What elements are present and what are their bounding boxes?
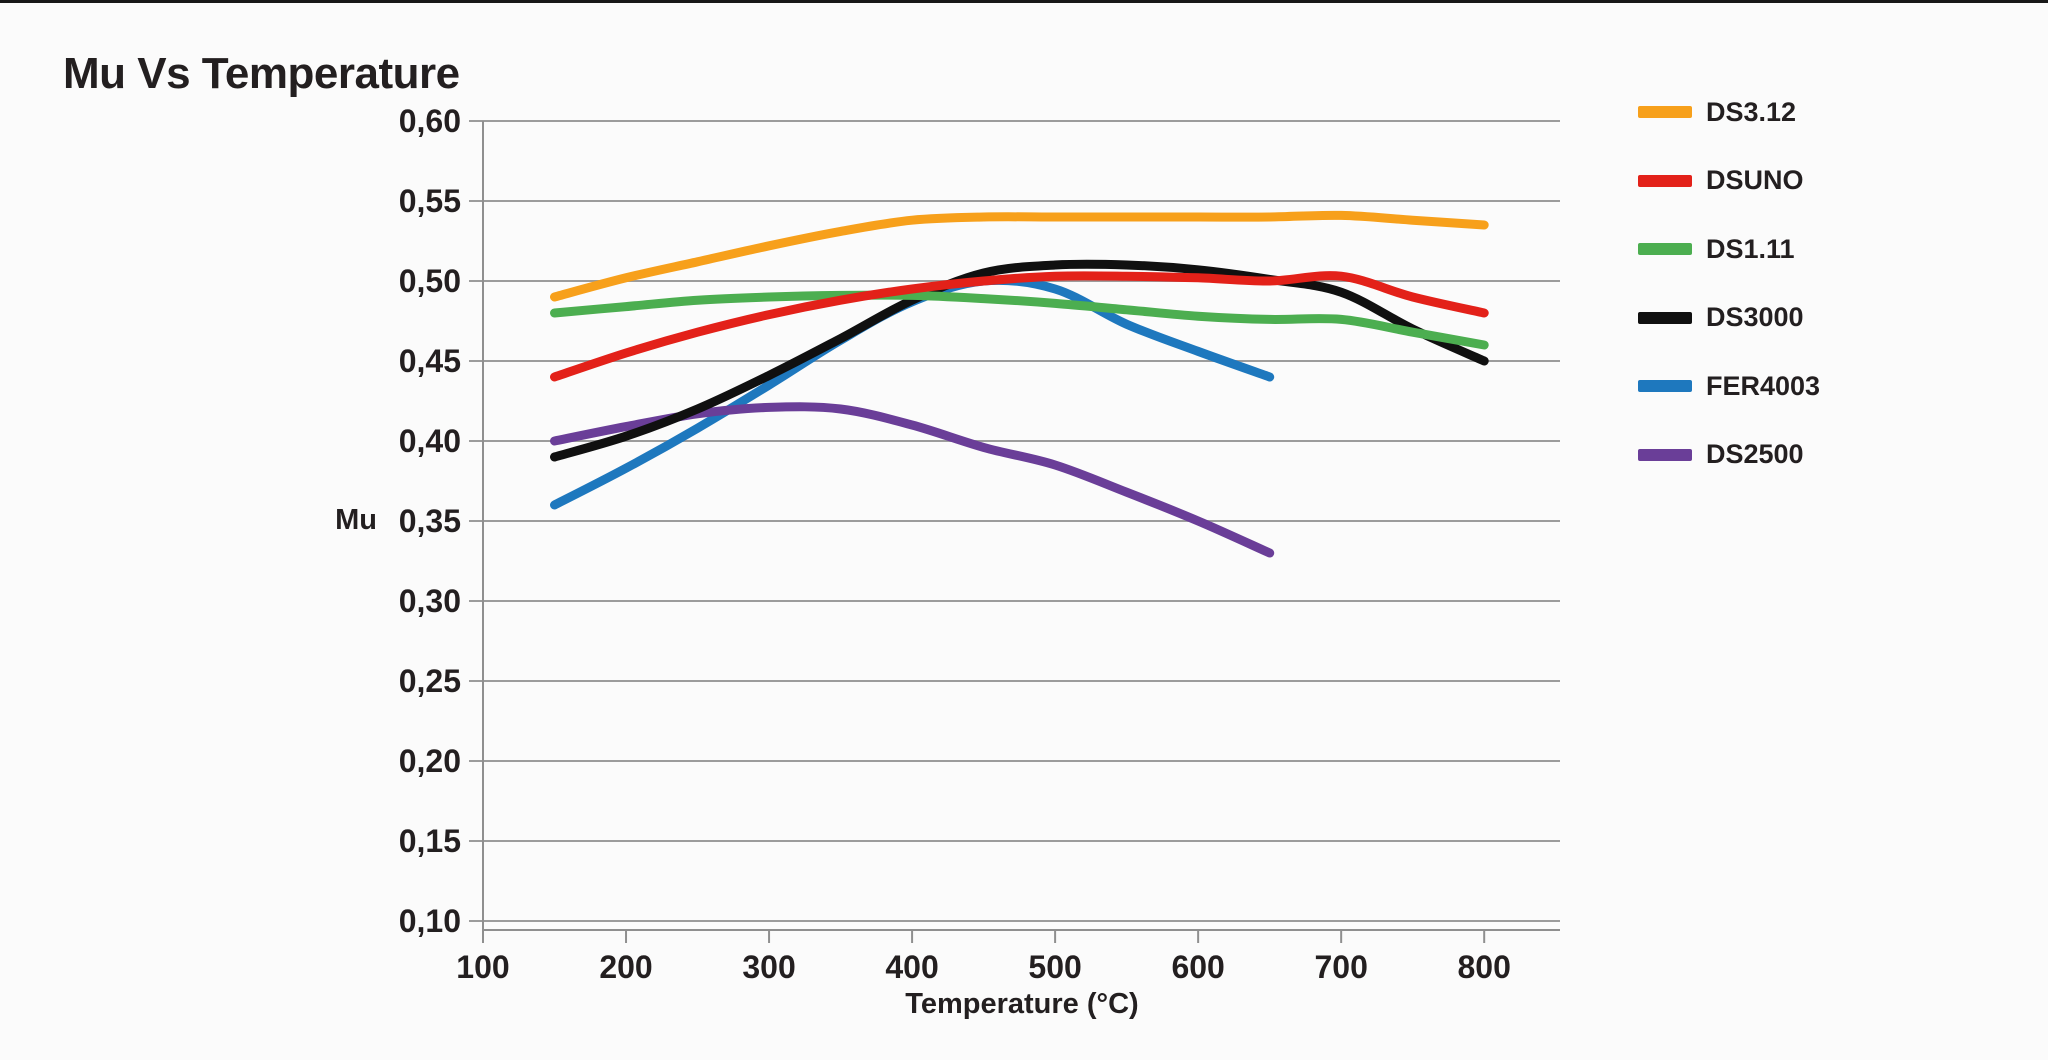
chart-title: Mu Vs Temperature [63,49,460,99]
y-tick-label: 0,30 [399,583,461,619]
y-tick-label: 0,55 [399,183,461,219]
legend-swatch [1638,106,1692,118]
legend-item-dsuno: DSUNO [1638,165,1978,197]
legend-swatch [1638,380,1692,392]
x-tick-label: 400 [885,949,938,985]
x-tick-label: 200 [599,949,652,985]
y-tick-label: 0,15 [399,823,461,859]
legend: DS3.12 DSUNO DS1.11 DS3000 FER4003 DS2500 [1638,96,1978,507]
legend-item-ds3000: DS3000 [1638,302,1978,334]
y-tick-label: 0,25 [399,663,461,699]
x-tick-label: 600 [1171,949,1224,985]
y-tick-label: 0,40 [399,423,461,459]
x-tick-label: 800 [1457,949,1510,985]
series-line-ds111 [550,290,1489,350]
legend-swatch [1638,311,1692,324]
x-tick-label: 300 [742,949,795,985]
legend-item-ds2500: DS2500 [1638,439,1978,471]
legend-swatch [1638,448,1692,461]
y-axis-title: Mu [335,504,377,536]
legend-item-ds312: DS3.12 [1638,96,1978,128]
legend-label: DS3000 [1706,302,1804,332]
y-tick-label: 0,10 [399,903,461,939]
legend-label: DS3.12 [1706,96,1797,127]
y-tick-label: 0,50 [399,263,461,299]
legend-swatch [1638,243,1692,255]
legend-label: DS2500 [1706,439,1804,469]
x-axis-title: Temperature (°C) [905,988,1139,1020]
x-tick-label: 500 [1028,949,1081,985]
y-tick-label: 0,20 [399,743,461,779]
legend-label: DS1.11 [1706,233,1795,264]
legend-label: FER4003 [1706,370,1821,401]
x-tick-label: 100 [456,949,509,985]
legend-label: DSUNO [1706,165,1804,195]
y-tick-label: 0,45 [399,343,461,379]
series-line-dsuno [550,271,1489,382]
x-tick-label: 700 [1314,949,1367,985]
series-line-ds312 [550,210,1489,302]
series-line-ds2500 [550,402,1275,558]
legend-swatch [1638,174,1692,187]
legend-item-fer4003: FER4003 [1638,370,1978,402]
y-tick-label: 0,60 [399,103,461,139]
legend-item-ds111: DS1.11 [1638,233,1978,265]
y-tick-label: 0,35 [399,503,461,539]
window-top-edge [0,0,2048,3]
series-line-ds3000 [550,259,1489,462]
